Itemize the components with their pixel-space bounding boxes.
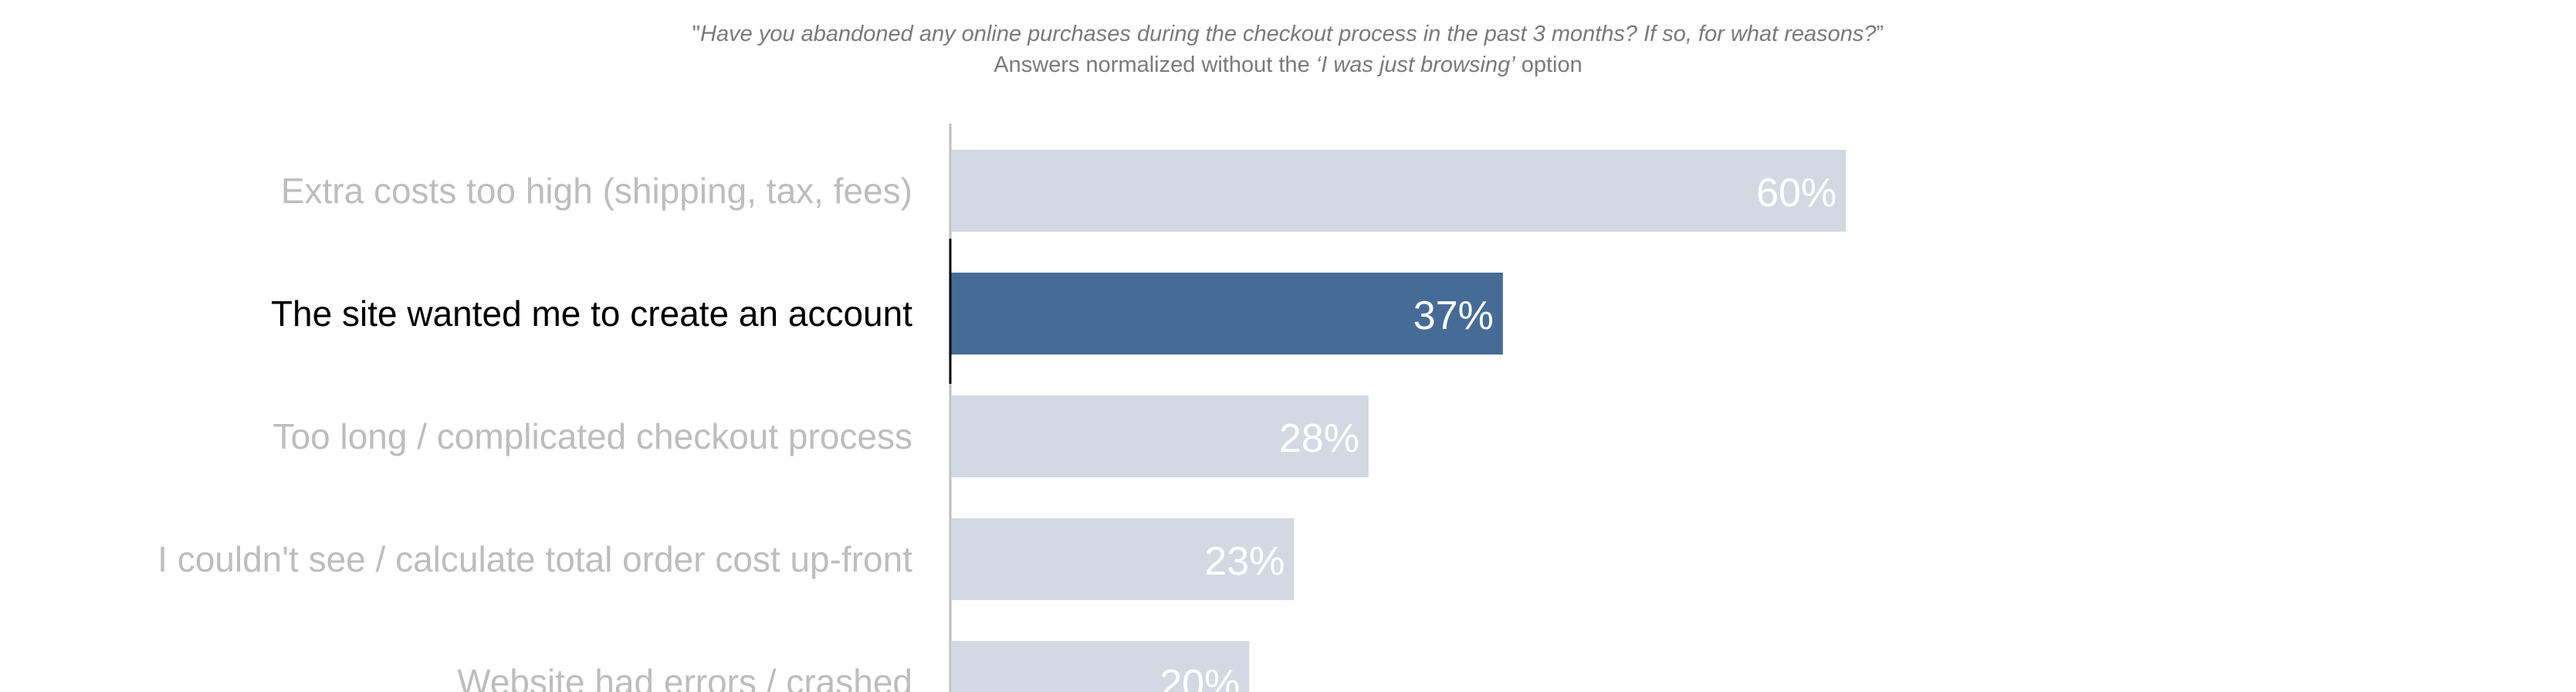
bar bbox=[951, 395, 1369, 477]
category-label: The site wanted me to create an account bbox=[271, 293, 912, 334]
value-label: 37% bbox=[1413, 293, 1494, 338]
question-text: Have you abandoned any online purchases … bbox=[700, 22, 1877, 46]
bar bbox=[951, 273, 1503, 354]
bar bbox=[951, 518, 1295, 600]
value-label: 23% bbox=[1204, 539, 1285, 584]
category-label: I couldn't see / calculate total order c… bbox=[157, 539, 912, 579]
value-label: 20% bbox=[1159, 662, 1240, 692]
chart-subtitle: Answers normalized without the ‘I was ju… bbox=[0, 49, 2576, 80]
survey-question: "Have you abandoned any online purchases… bbox=[0, 19, 2576, 49]
category-label: Too long / complicated checkout process bbox=[273, 416, 912, 456]
subtitle-prefix: Answers normalized without the bbox=[994, 53, 1316, 77]
question-close-quote: ” bbox=[1876, 22, 1884, 46]
subtitle-emphasis: ‘I was just browsing’ bbox=[1315, 53, 1515, 77]
question-open-quote: " bbox=[692, 22, 701, 46]
category-label: Website had errors / crashed bbox=[457, 662, 912, 692]
value-label: 28% bbox=[1279, 416, 1359, 461]
chart-header: "Have you abandoned any online purchases… bbox=[0, 19, 2576, 80]
subtitle-suffix: option bbox=[1515, 53, 1582, 77]
bar bbox=[951, 150, 1847, 232]
value-label: 60% bbox=[1756, 171, 1836, 215]
bar bbox=[951, 641, 1250, 692]
category-label: Extra costs too high (shipping, tax, fee… bbox=[281, 171, 912, 211]
